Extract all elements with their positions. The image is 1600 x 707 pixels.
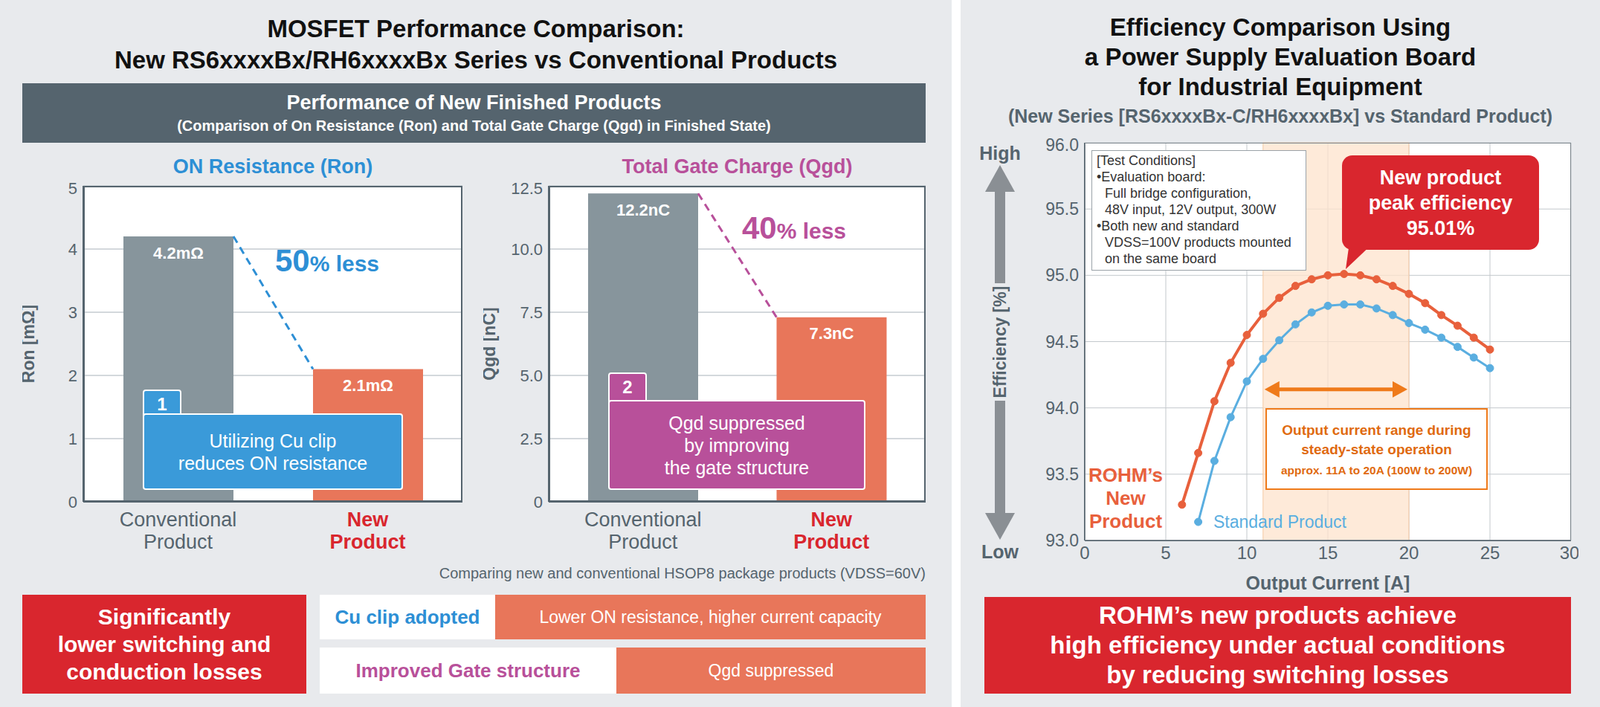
html-text:[Test Conditions]: [Test Conditions] — [1096, 153, 1196, 169]
svg-text:2.5: 2.5 — [519, 429, 543, 449]
svg-text:10: 10 — [1237, 542, 1258, 563]
html-text:Output current range during: Output current range during — [1282, 422, 1472, 438]
html-text:New RS6xxxxBx/RH6xxxxBx Series: New RS6xxxxBx/RH6xxxxBx Series vs Conven… — [114, 46, 838, 74]
svg-text:0: 0 — [68, 492, 78, 512]
html-text:ROHM’s new products achieve: ROHM’s new products achieve — [1098, 601, 1457, 629]
html-text:High: High — [979, 142, 1021, 164]
html-text:peak efficiency: peak efficiency — [1368, 191, 1513, 214]
svg-text:5: 5 — [1160, 542, 1171, 563]
html-text:high efficiency under actual c: high efficiency under actual conditions — [1050, 631, 1506, 659]
svg-text:12.2nC: 12.2nC — [616, 200, 670, 220]
html-text:50% less: 50% less — [275, 243, 380, 279]
svg-text:95.0: 95.0 — [1045, 265, 1079, 285]
html-text:conduction losses: conduction losses — [66, 659, 263, 685]
svg-text:20: 20 — [1399, 542, 1420, 563]
html-text:steady-state operation: steady-state operation — [1301, 441, 1452, 458]
svg-text:15: 15 — [1318, 542, 1339, 563]
svg-text:New: New — [347, 508, 390, 531]
svg-text:0: 0 — [533, 492, 543, 512]
html-text:ON Resistance (Ron): ON Resistance (Ron) — [173, 155, 373, 178]
svg-text:93.0: 93.0 — [1045, 530, 1079, 551]
svg-text:7.3nC: 7.3nC — [809, 324, 855, 343]
html-text:Total Gate Charge (Qgd): Total Gate Charge (Qgd) — [621, 155, 853, 178]
html-text:1: 1 — [157, 394, 168, 415]
svg-text:New: New — [810, 508, 853, 531]
html-text:New product: New product — [1379, 166, 1502, 189]
html-text:Lower ON resistance, higher cu: Lower ON resistance, higher current capa… — [539, 607, 882, 627]
html-text:Performance of New Finished Pr: Performance of New Finished Products — [286, 91, 662, 114]
html-text:Improved Gate structure: Improved Gate structure — [355, 659, 581, 682]
html-text:a Power Supply Evaluation Boar: a Power Supply Evaluation Board — [1084, 43, 1476, 71]
html-text:Qgd suppressed: Qgd suppressed — [708, 660, 834, 680]
svg-text:Product: Product — [608, 530, 679, 554]
svg-text:30: 30 — [1559, 542, 1579, 563]
svg-text:Product: Product — [143, 530, 214, 554]
svg-text:Product: Product — [793, 530, 870, 554]
svg-text:Output Current [A]: Output Current [A] — [1246, 572, 1411, 593]
html-text:Utilizing Cu clip: Utilizing Cu clip — [209, 430, 337, 451]
html-text:by improving: by improving — [684, 434, 790, 456]
svg-text:0: 0 — [1079, 542, 1090, 563]
html-text:Efficiency [%]: Efficiency [%] — [989, 285, 1010, 399]
svg-text:93.5: 93.5 — [1045, 464, 1079, 485]
svg-text:2.1mΩ: 2.1mΩ — [342, 376, 394, 395]
svg-text:94.5: 94.5 — [1045, 332, 1079, 352]
html-text:VDSS=100V products mounted: VDSS=100V products mounted — [1104, 234, 1292, 250]
svg-text:12.5: 12.5 — [510, 179, 543, 198]
html-text:MOSFET Performance Comparison:: MOSFET Performance Comparison: — [267, 14, 685, 43]
html-text:lower switching and: lower switching and — [57, 631, 271, 657]
svg-text:3: 3 — [68, 303, 78, 322]
html-text:Low: Low — [981, 540, 1019, 562]
html-text:•Evaluation board:: •Evaluation board: — [1096, 169, 1206, 185]
svg-text:4: 4 — [68, 240, 78, 259]
html-text:Standard Product: Standard Product — [1213, 511, 1347, 532]
html-text:2: 2 — [622, 376, 633, 398]
html-text:48V input, 12V output, 300W: 48V input, 12V output, 300W — [1104, 202, 1276, 218]
html-text:ROHM’s New Product: ROHM’s New Product — [1088, 463, 1163, 532]
svg-text:5.0: 5.0 — [519, 366, 543, 386]
svg-text:94.0: 94.0 — [1045, 398, 1079, 418]
html-text:Significantly: Significantly — [97, 604, 231, 629]
svg-text:5: 5 — [68, 179, 78, 198]
html-text:40% less: 40% less — [741, 210, 847, 246]
html-text:by reducing switching losses: by reducing switching losses — [1106, 660, 1449, 689]
html-text:95.01%: 95.01% — [1406, 216, 1475, 240]
html-text:Qgd suppressed: Qgd suppressed — [668, 412, 805, 434]
html-text:Comparing new and conventional: Comparing new and conventional HSOP8 pac… — [439, 565, 926, 582]
svg-text:Conventional: Conventional — [584, 508, 702, 531]
svg-text:4.2mΩ: 4.2mΩ — [153, 243, 204, 263]
html-text:(New Series [RS6xxxxBx-C/RH6xx: (New Series [RS6xxxxBx-C/RH6xxxxBx] vs S… — [1008, 105, 1553, 127]
html-text:on the same board: on the same board — [1104, 251, 1217, 267]
html-text:the gate structure: the gate structure — [664, 456, 810, 478]
html-text:for Industrial Equipment: for Industrial Equipment — [1138, 72, 1423, 101]
html-text:Efficiency Comparison Using: Efficiency Comparison Using — [1109, 13, 1451, 41]
svg-text:95.5: 95.5 — [1045, 199, 1079, 219]
html-text:Full bridge configuration,: Full bridge configuration, — [1104, 185, 1252, 201]
svg-text:7.5: 7.5 — [519, 303, 543, 322]
html-text:approx. 11A to 20A (100W to 20: approx. 11A to 20A (100W to 200W) — [1280, 463, 1473, 477]
html-text:Cu clip adopted: Cu clip adopted — [334, 605, 480, 628]
svg-text:2: 2 — [68, 366, 78, 386]
html-text:•Both new and standard: •Both new and standard — [1096, 218, 1239, 234]
svg-text:Conventional: Conventional — [119, 508, 238, 531]
svg-text:Product: Product — [329, 530, 406, 554]
svg-text:96.0: 96.0 — [1045, 135, 1079, 155]
svg-text:Qgd [nC]: Qgd [nC] — [483, 307, 499, 380]
svg-text:25: 25 — [1480, 542, 1501, 563]
svg-text:10.0: 10.0 — [510, 240, 543, 259]
html-text:(Comparison of On Resistance (: (Comparison of On Resistance (Ron) and T… — [177, 117, 771, 134]
svg-text:Ron [mΩ]: Ron [mΩ] — [22, 304, 38, 383]
svg-text:1: 1 — [68, 429, 78, 449]
html-text:reduces ON resistance: reduces ON resistance — [178, 452, 368, 474]
